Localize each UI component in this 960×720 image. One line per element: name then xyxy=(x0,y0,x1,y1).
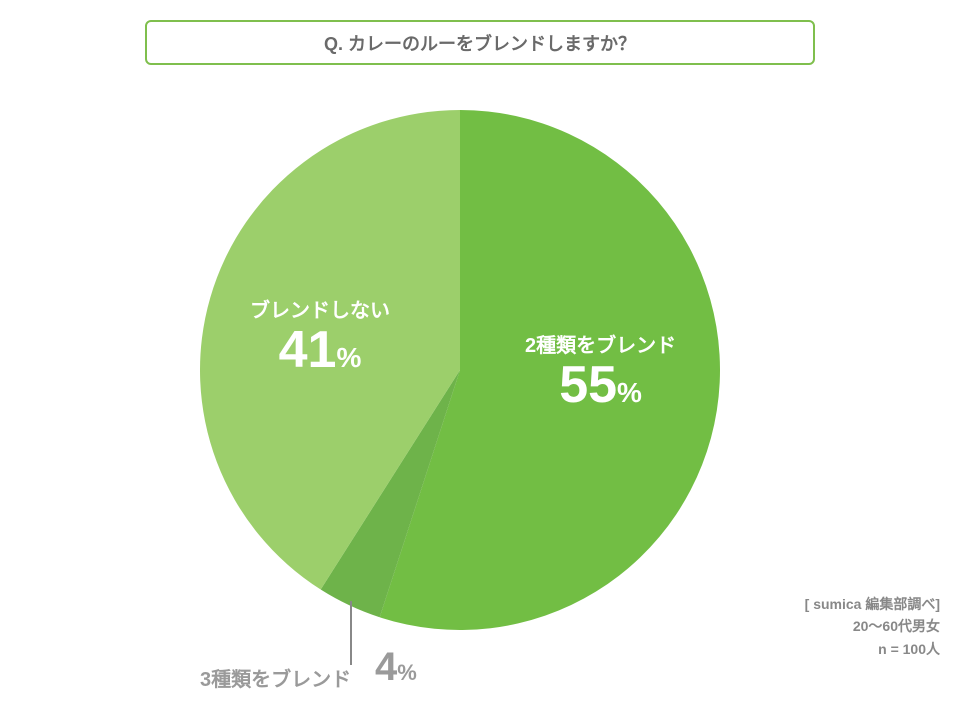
source-line-1: 20～60代男女 xyxy=(805,615,940,637)
slice-value-2: 41% xyxy=(250,322,390,379)
slice-value-0: 55% xyxy=(525,357,676,414)
slice-category-0: 2種類をブレンド xyxy=(525,335,676,357)
question-title-text: Q. カレーのルーをブレンドしますか？ xyxy=(324,30,636,56)
slice-ext-category-1: 3種類をブレンド xyxy=(200,663,351,692)
pie-slice-label-0: 2種類をブレンド55% xyxy=(525,335,676,414)
slice-ext-value-1: 4% xyxy=(375,645,417,690)
source-line-0: [ sumica 編集部調べ] xyxy=(805,593,940,615)
source-line-2: n = 100人 xyxy=(805,638,940,660)
source-note: [ sumica 編集部調べ]20～60代男女n = 100人 xyxy=(805,593,940,660)
pie-slice-label-2: ブレンドしない41% xyxy=(250,300,390,379)
leader-line-1 xyxy=(350,601,352,665)
question-title-box: Q. カレーのルーをブレンドしますか？ xyxy=(145,20,815,65)
slice-category-2: ブレンドしない xyxy=(250,300,390,322)
